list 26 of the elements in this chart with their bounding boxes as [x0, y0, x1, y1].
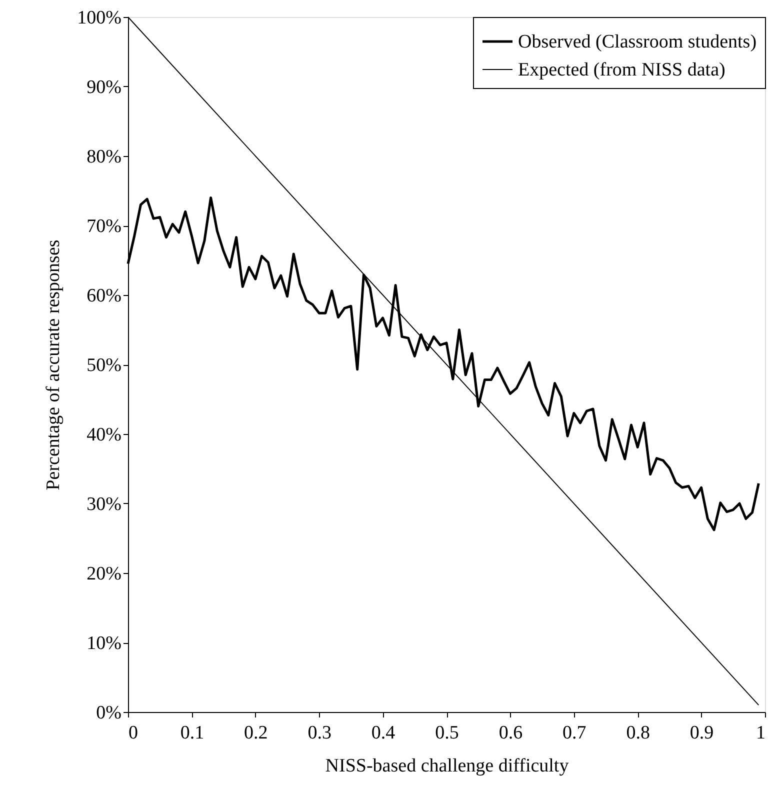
- y-tick-label: 80%: [86, 146, 122, 168]
- legend-label: Expected (from NISS data): [518, 60, 726, 80]
- x-tick-label: 0.5: [435, 722, 459, 744]
- legend-label: Observed (Classroom students): [518, 32, 757, 52]
- x-tick-label: 0.8: [626, 722, 650, 744]
- y-tick-label: 100%: [77, 8, 122, 28]
- y-tick-label: 20%: [86, 564, 122, 584]
- x-tick-label: 0.7: [562, 722, 586, 744]
- y-tick-label: 60%: [86, 286, 122, 306]
- y-tick-label: 50%: [86, 355, 122, 376]
- y-axis-title: Percentage of accurate responses: [43, 240, 64, 490]
- y-tick-label: 0%: [96, 702, 122, 724]
- x-tick-label: 0.9: [690, 722, 714, 744]
- x-tick-label: 0.4: [371, 722, 396, 744]
- x-tick-label: 0.6: [498, 722, 523, 744]
- x-tick-label: 0: [128, 722, 138, 744]
- y-tick-label: 10%: [86, 633, 122, 654]
- x-tick-label: 0.3: [308, 722, 332, 744]
- x-tick-label: 0.2: [244, 722, 268, 744]
- y-tick-label: 70%: [86, 216, 122, 237]
- y-tick-label: 30%: [86, 494, 122, 515]
- y-tick-label: 40%: [86, 424, 122, 446]
- y-tick-label: 90%: [86, 77, 122, 98]
- x-axis-title: NISS-based challenge difficulty: [325, 756, 570, 776]
- x-tick-label: 1: [756, 722, 766, 744]
- x-tick-label: 0.1: [180, 722, 204, 744]
